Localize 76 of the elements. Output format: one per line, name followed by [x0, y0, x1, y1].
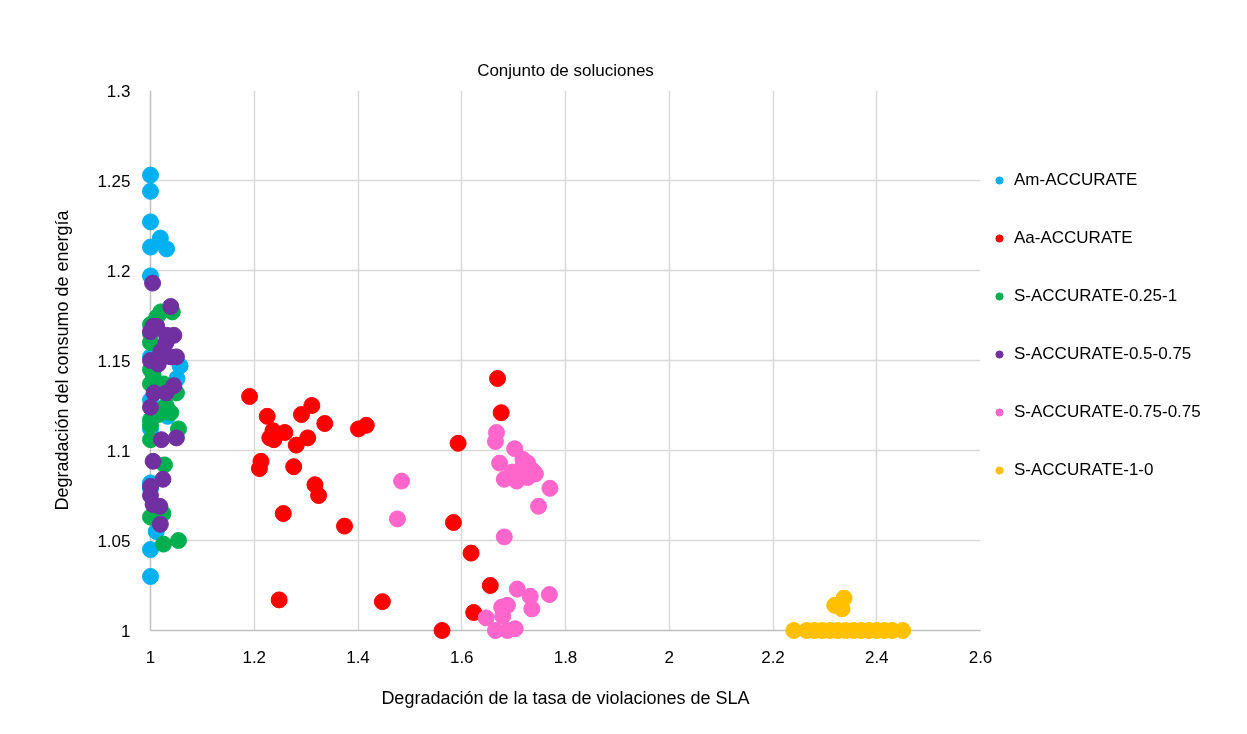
point — [258, 407, 276, 425]
point — [477, 609, 495, 627]
y-tick-label: 1.05 — [97, 531, 131, 551]
point — [316, 415, 334, 432]
point — [541, 479, 559, 497]
point — [162, 298, 180, 315]
point — [373, 593, 391, 611]
point — [433, 622, 451, 639]
y-tick-label: 1.25 — [97, 171, 131, 191]
x-tick-label: 1.6 — [449, 647, 474, 667]
point — [465, 604, 483, 621]
point — [303, 397, 321, 414]
y-axis-title: Degradación del consumo de energía — [52, 209, 73, 511]
point — [142, 568, 159, 585]
point — [523, 600, 541, 618]
y-tick-label: 1 — [121, 621, 131, 641]
point — [152, 431, 170, 449]
point — [444, 514, 462, 531]
x-tick-label: 2.4 — [864, 647, 889, 667]
point — [144, 452, 162, 470]
point — [144, 274, 162, 292]
point — [292, 406, 310, 423]
point — [142, 182, 159, 200]
point — [142, 398, 159, 416]
point — [508, 580, 526, 598]
point — [491, 454, 509, 472]
chart-title: Conjunto de soluciones — [477, 60, 654, 80]
point — [142, 238, 159, 256]
x-tick-label: 1.8 — [553, 647, 578, 667]
point — [167, 429, 185, 447]
point — [481, 577, 499, 594]
point — [540, 586, 558, 603]
legend-label: Am-ACCURATE — [1014, 170, 1138, 190]
point — [489, 370, 507, 387]
point — [142, 166, 159, 184]
point — [250, 460, 268, 477]
point — [158, 240, 176, 258]
point — [492, 404, 510, 422]
x-axis-title: Degradación de la tasa de violaciones de SLA — [381, 687, 750, 708]
point — [165, 377, 183, 395]
x-tick-label: 2 — [664, 647, 674, 667]
point — [285, 458, 303, 476]
y-tick-label: 1.3 — [106, 81, 131, 101]
point — [274, 505, 292, 522]
point — [310, 487, 328, 504]
y-tick-label: 1.1 — [106, 441, 131, 461]
legend-label: Aa-ACCURATE — [1014, 228, 1133, 248]
x-tick-label: 2.6 — [968, 647, 993, 667]
point — [530, 497, 548, 515]
y-tick-label: 1.15 — [97, 351, 131, 371]
point — [336, 517, 354, 535]
point — [241, 388, 259, 405]
legend-label: S-ACCURATE-0.25-1 — [1014, 286, 1178, 306]
point — [287, 436, 305, 454]
point — [357, 416, 375, 434]
legend-label: S-ACCURATE-0.5-0.75 — [1014, 344, 1192, 364]
x-tick-label: 2.2 — [761, 647, 785, 667]
x-tick-label: 1.4 — [346, 647, 370, 667]
point — [462, 544, 480, 562]
x-tick-label: 1 — [145, 647, 156, 667]
point — [495, 528, 513, 546]
point — [154, 535, 172, 553]
legend-label: S-ACCURATE-1-0 — [1014, 460, 1154, 480]
point — [449, 434, 467, 452]
point — [393, 472, 411, 490]
point — [142, 213, 159, 231]
point — [170, 532, 188, 549]
point — [299, 429, 317, 447]
point — [270, 591, 288, 609]
point — [388, 510, 406, 528]
legend-label: S-ACCURATE-0.75-0.75 — [1014, 402, 1201, 422]
point — [154, 470, 172, 488]
y-tick-label: 1.2 — [106, 261, 131, 281]
point — [142, 541, 159, 558]
x-tick-label: 1.2 — [242, 647, 267, 667]
point — [151, 515, 169, 533]
